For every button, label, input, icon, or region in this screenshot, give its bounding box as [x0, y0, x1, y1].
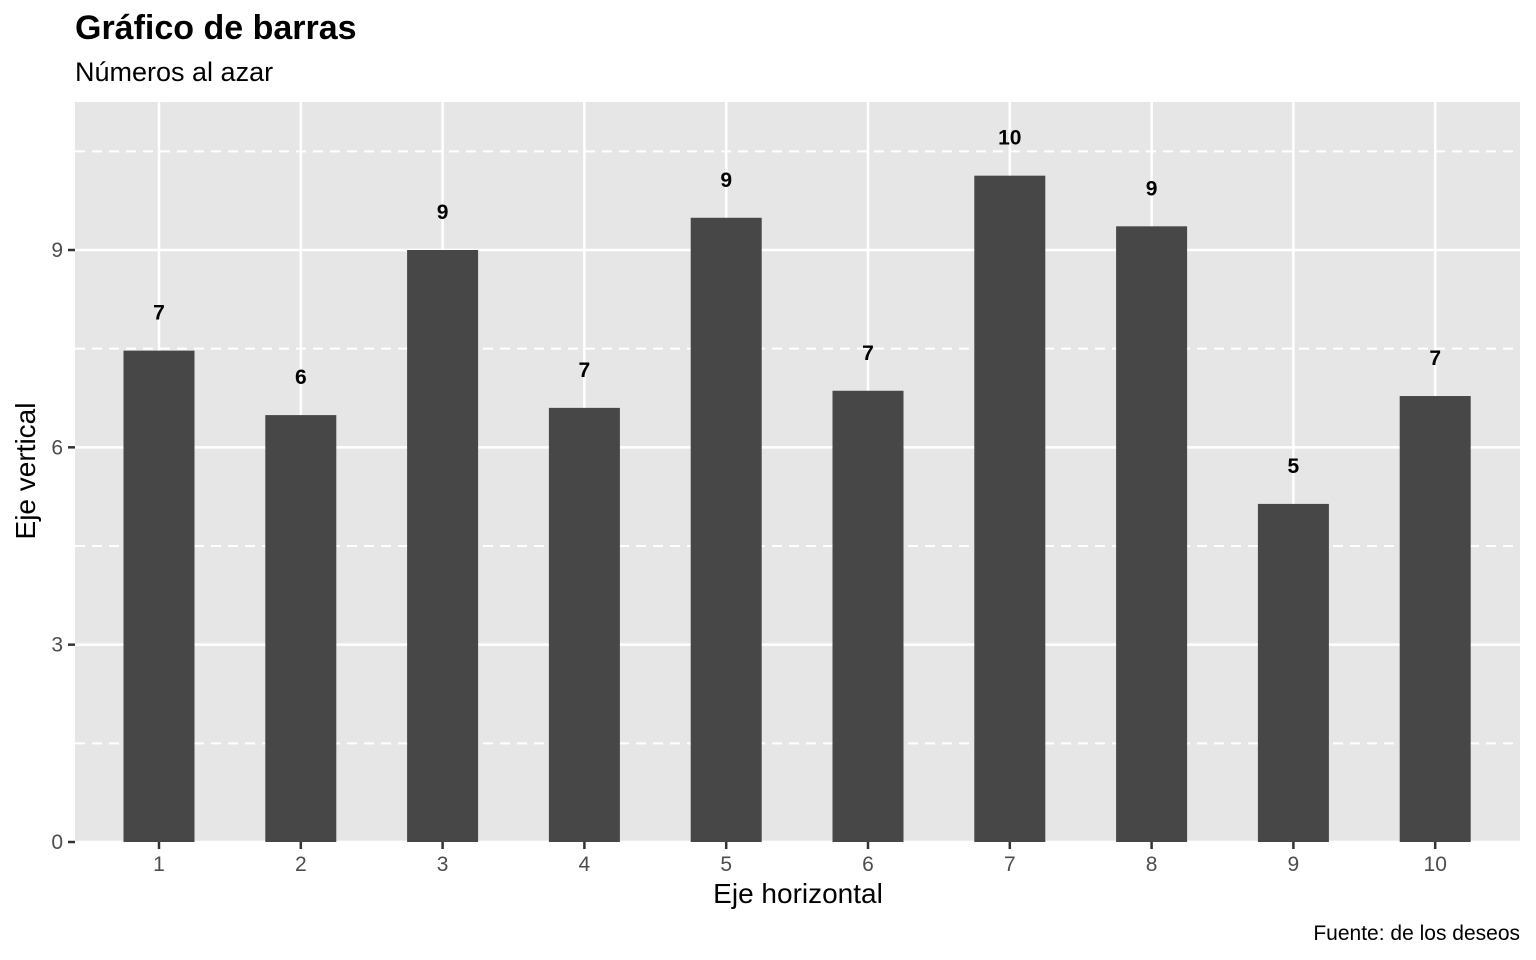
x-tick-label: 5 — [720, 853, 732, 876]
y-axis: 0 3 6 9 — [51, 239, 75, 854]
x-tick-label: 10 — [1424, 853, 1447, 876]
y-tick-label: 3 — [51, 634, 63, 657]
x-tick-label: 7 — [1004, 853, 1016, 876]
bar — [407, 250, 479, 842]
bar — [690, 217, 762, 842]
chart-caption: Fuente: de los deseos — [1313, 922, 1520, 945]
x-tick-label: 1 — [153, 853, 165, 876]
data-label: 7 — [862, 342, 874, 365]
data-label: 7 — [153, 302, 165, 325]
bar — [1257, 503, 1329, 842]
x-tick-label: 9 — [1288, 853, 1300, 876]
x-axis: 1 2 3 4 5 6 7 8 9 10 — [153, 842, 1447, 876]
y-tick-label: 0 — [51, 831, 63, 854]
bars — [123, 175, 1471, 842]
x-tick-label: 4 — [579, 853, 591, 876]
chart-subtitle: Números al azar — [75, 57, 273, 87]
y-tick-label: 9 — [51, 239, 63, 262]
data-label: 9 — [720, 169, 732, 192]
x-tick-label: 3 — [437, 853, 449, 876]
x-tick-label: 6 — [862, 853, 874, 876]
bar — [265, 415, 337, 842]
data-label: 9 — [1146, 177, 1158, 200]
data-label: 9 — [437, 201, 449, 224]
data-label: 6 — [295, 366, 307, 389]
data-label: 5 — [1288, 455, 1300, 478]
bar — [1116, 226, 1188, 842]
data-label: 7 — [579, 359, 591, 382]
bar — [974, 175, 1046, 842]
chart-title: Gráfico de barras — [75, 9, 357, 47]
bar — [832, 390, 904, 842]
x-axis-title: Eje horizontal — [713, 878, 883, 909]
bar — [548, 407, 620, 842]
x-tick-label: 8 — [1146, 853, 1158, 876]
x-tick-label: 2 — [295, 853, 307, 876]
bar — [1399, 396, 1471, 842]
y-tick-label: 6 — [51, 436, 63, 459]
bar — [123, 350, 195, 842]
data-label: 10 — [998, 127, 1021, 150]
data-label: 7 — [1429, 347, 1441, 370]
data-labels: 7 6 9 7 9 7 10 9 5 7 — [153, 127, 1441, 478]
y-axis-title: Eje vertical — [10, 403, 41, 540]
